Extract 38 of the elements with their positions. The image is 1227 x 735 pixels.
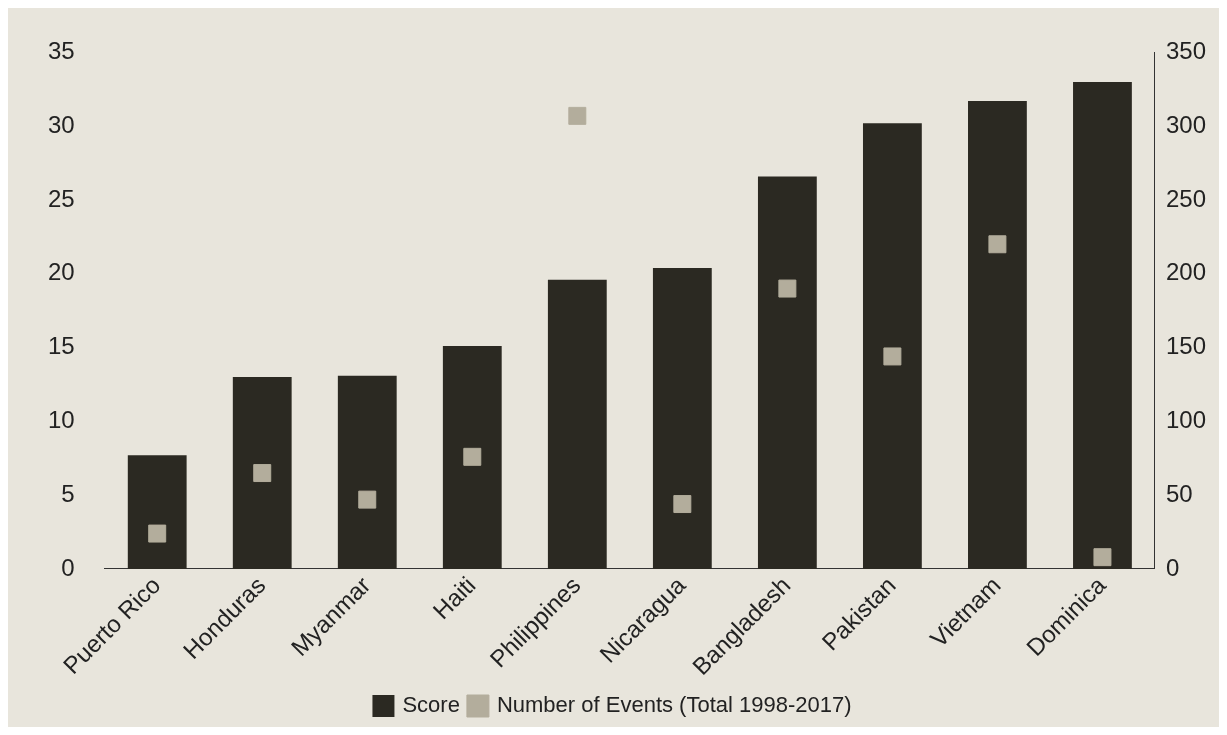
bar	[337, 375, 397, 569]
y2-tick-label: 50	[1165, 479, 1193, 507]
y2-tick-label: 350	[1165, 37, 1206, 65]
point	[883, 347, 902, 366]
point	[358, 490, 377, 509]
point	[568, 106, 587, 125]
y2-tick-label: 0	[1165, 553, 1180, 581]
bar	[547, 279, 607, 569]
y-tick-label: 5	[61, 479, 75, 507]
bar	[968, 101, 1027, 569]
y2-tick-label: 300	[1165, 110, 1206, 138]
point	[673, 495, 692, 514]
point	[988, 235, 1007, 254]
bar	[127, 455, 187, 569]
point	[463, 447, 482, 466]
point	[778, 279, 797, 298]
y-tick-label: 20	[47, 258, 75, 286]
y2-tick-label: 200	[1165, 258, 1206, 286]
point	[253, 464, 272, 483]
y-tick-label: 35	[47, 37, 75, 65]
bar	[1073, 81, 1132, 569]
y-tick-label: 30	[47, 110, 75, 138]
y-tick-label: 10	[47, 406, 75, 434]
point	[148, 524, 167, 543]
y-tick-label: 25	[47, 184, 75, 212]
y-tick-label: 0	[61, 553, 75, 581]
legend-label: Number of Events (Total 1998-2017)	[496, 692, 852, 718]
y-tick-label: 15	[47, 332, 75, 360]
legend-label: Score	[402, 692, 460, 718]
y2-tick-label: 100	[1165, 406, 1206, 434]
bar	[757, 176, 817, 569]
point	[1093, 548, 1112, 567]
bar	[442, 346, 502, 569]
bar	[652, 267, 712, 569]
y2-tick-label: 250	[1165, 184, 1206, 212]
bar	[862, 123, 922, 569]
y2-tick-label: 150	[1165, 332, 1206, 360]
bar	[232, 377, 292, 569]
